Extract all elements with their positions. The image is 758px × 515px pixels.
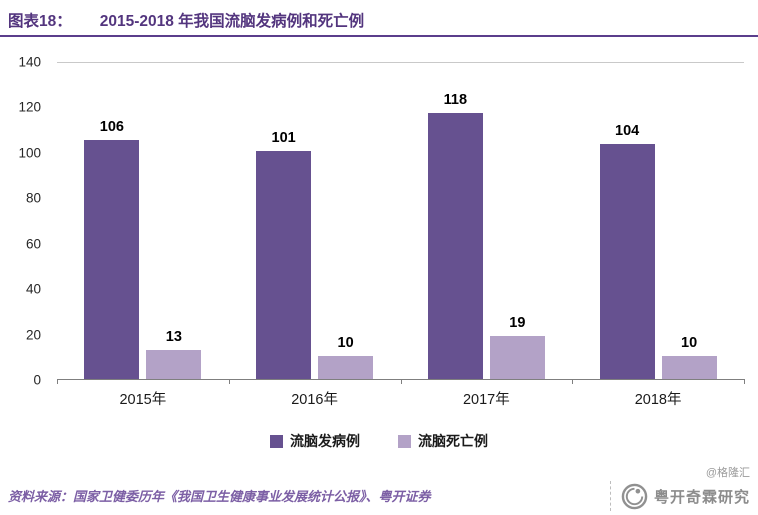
- legend: 流脑发病例 流脑死亡例: [0, 431, 758, 451]
- y-tick-label: 100: [18, 145, 41, 161]
- axis-tick: [572, 379, 574, 384]
- bar-group: 104 10: [572, 63, 744, 379]
- x-axis-label: 2016年: [291, 392, 338, 408]
- chart-title: 2015-2018 年我国流脑发病例和死亡例: [99, 13, 365, 30]
- bar-流脑死亡例: 10: [661, 335, 717, 379]
- y-tick-label: 40: [25, 281, 41, 297]
- legend-item: 流脑死亡例: [398, 431, 488, 451]
- x-axis-label: 2015年: [119, 392, 167, 408]
- bar-流脑发病例: 104: [599, 123, 655, 379]
- brand-row: 粤开奇霖研究: [609, 481, 750, 511]
- bar-流脑死亡例: 13: [146, 329, 202, 379]
- brand-area: @格隆汇 粤开奇霖研究: [609, 464, 750, 511]
- axis-tick: [744, 379, 745, 384]
- value-label: 10: [681, 335, 698, 352]
- legend-item: 流脑发病例: [270, 431, 360, 451]
- axis-tick: [57, 379, 58, 384]
- legend-label: 流脑死亡例: [418, 433, 488, 449]
- x-axis-label: 2018年: [634, 392, 682, 408]
- source-text: 资料来源：国家卫健委历年《我国卫生健康事业发展统计公报》、粤开证券: [8, 489, 431, 504]
- bar-流脑死亡例: 10: [318, 335, 374, 379]
- value-label: 101: [271, 130, 296, 147]
- legend-swatch: [270, 434, 283, 448]
- legend-label: 流脑发病例: [290, 433, 360, 449]
- value-label: 104: [615, 123, 640, 140]
- chart-header: 图表18： 2015-2018 年我国流脑发病例和死亡例: [8, 9, 750, 31]
- watermark-text: @格隆汇: [705, 467, 750, 479]
- legend-swatch: [398, 434, 411, 448]
- y-tick-label: 80: [25, 190, 41, 206]
- y-axis: 0 20 40 60 80 100 120 140: [0, 55, 50, 388]
- x-axis-labels: 2015年 2016年 2017年 2018年: [57, 388, 744, 409]
- bar-流脑发病例: 106: [84, 119, 140, 379]
- value-label: 13: [165, 328, 182, 345]
- y-tick-label: 120: [18, 99, 41, 115]
- dashed-divider: [609, 481, 611, 511]
- y-tick-label: 0: [33, 372, 41, 388]
- bar-group: 101 10: [229, 63, 401, 379]
- bar-流脑发病例: 101: [256, 130, 312, 379]
- bar-流脑发病例: 118: [427, 92, 483, 379]
- y-tick-label: 140: [18, 54, 41, 70]
- value-label: 106: [99, 118, 124, 135]
- brand-logo-icon: [621, 483, 648, 509]
- value-label: 10: [337, 335, 354, 352]
- bar-group: 106 13: [57, 63, 229, 379]
- value-label: 118: [443, 91, 468, 108]
- bar-group: 118 19: [401, 63, 573, 379]
- x-axis-label: 2017年: [462, 392, 510, 408]
- brand-name: 粤开奇霖研究: [653, 488, 750, 506]
- title-underline-rule: [0, 35, 758, 37]
- bar-流脑死亡例: 19: [489, 315, 545, 379]
- y-tick-label: 60: [25, 236, 41, 252]
- plot-area: 106 13 101 10 118 19 104 10: [57, 62, 745, 384]
- y-tick-label: 20: [25, 327, 41, 343]
- axis-tick: [228, 379, 230, 384]
- axis-tick: [400, 379, 402, 384]
- chart-index-label: 图表18：: [8, 13, 72, 30]
- value-label: 19: [509, 315, 526, 332]
